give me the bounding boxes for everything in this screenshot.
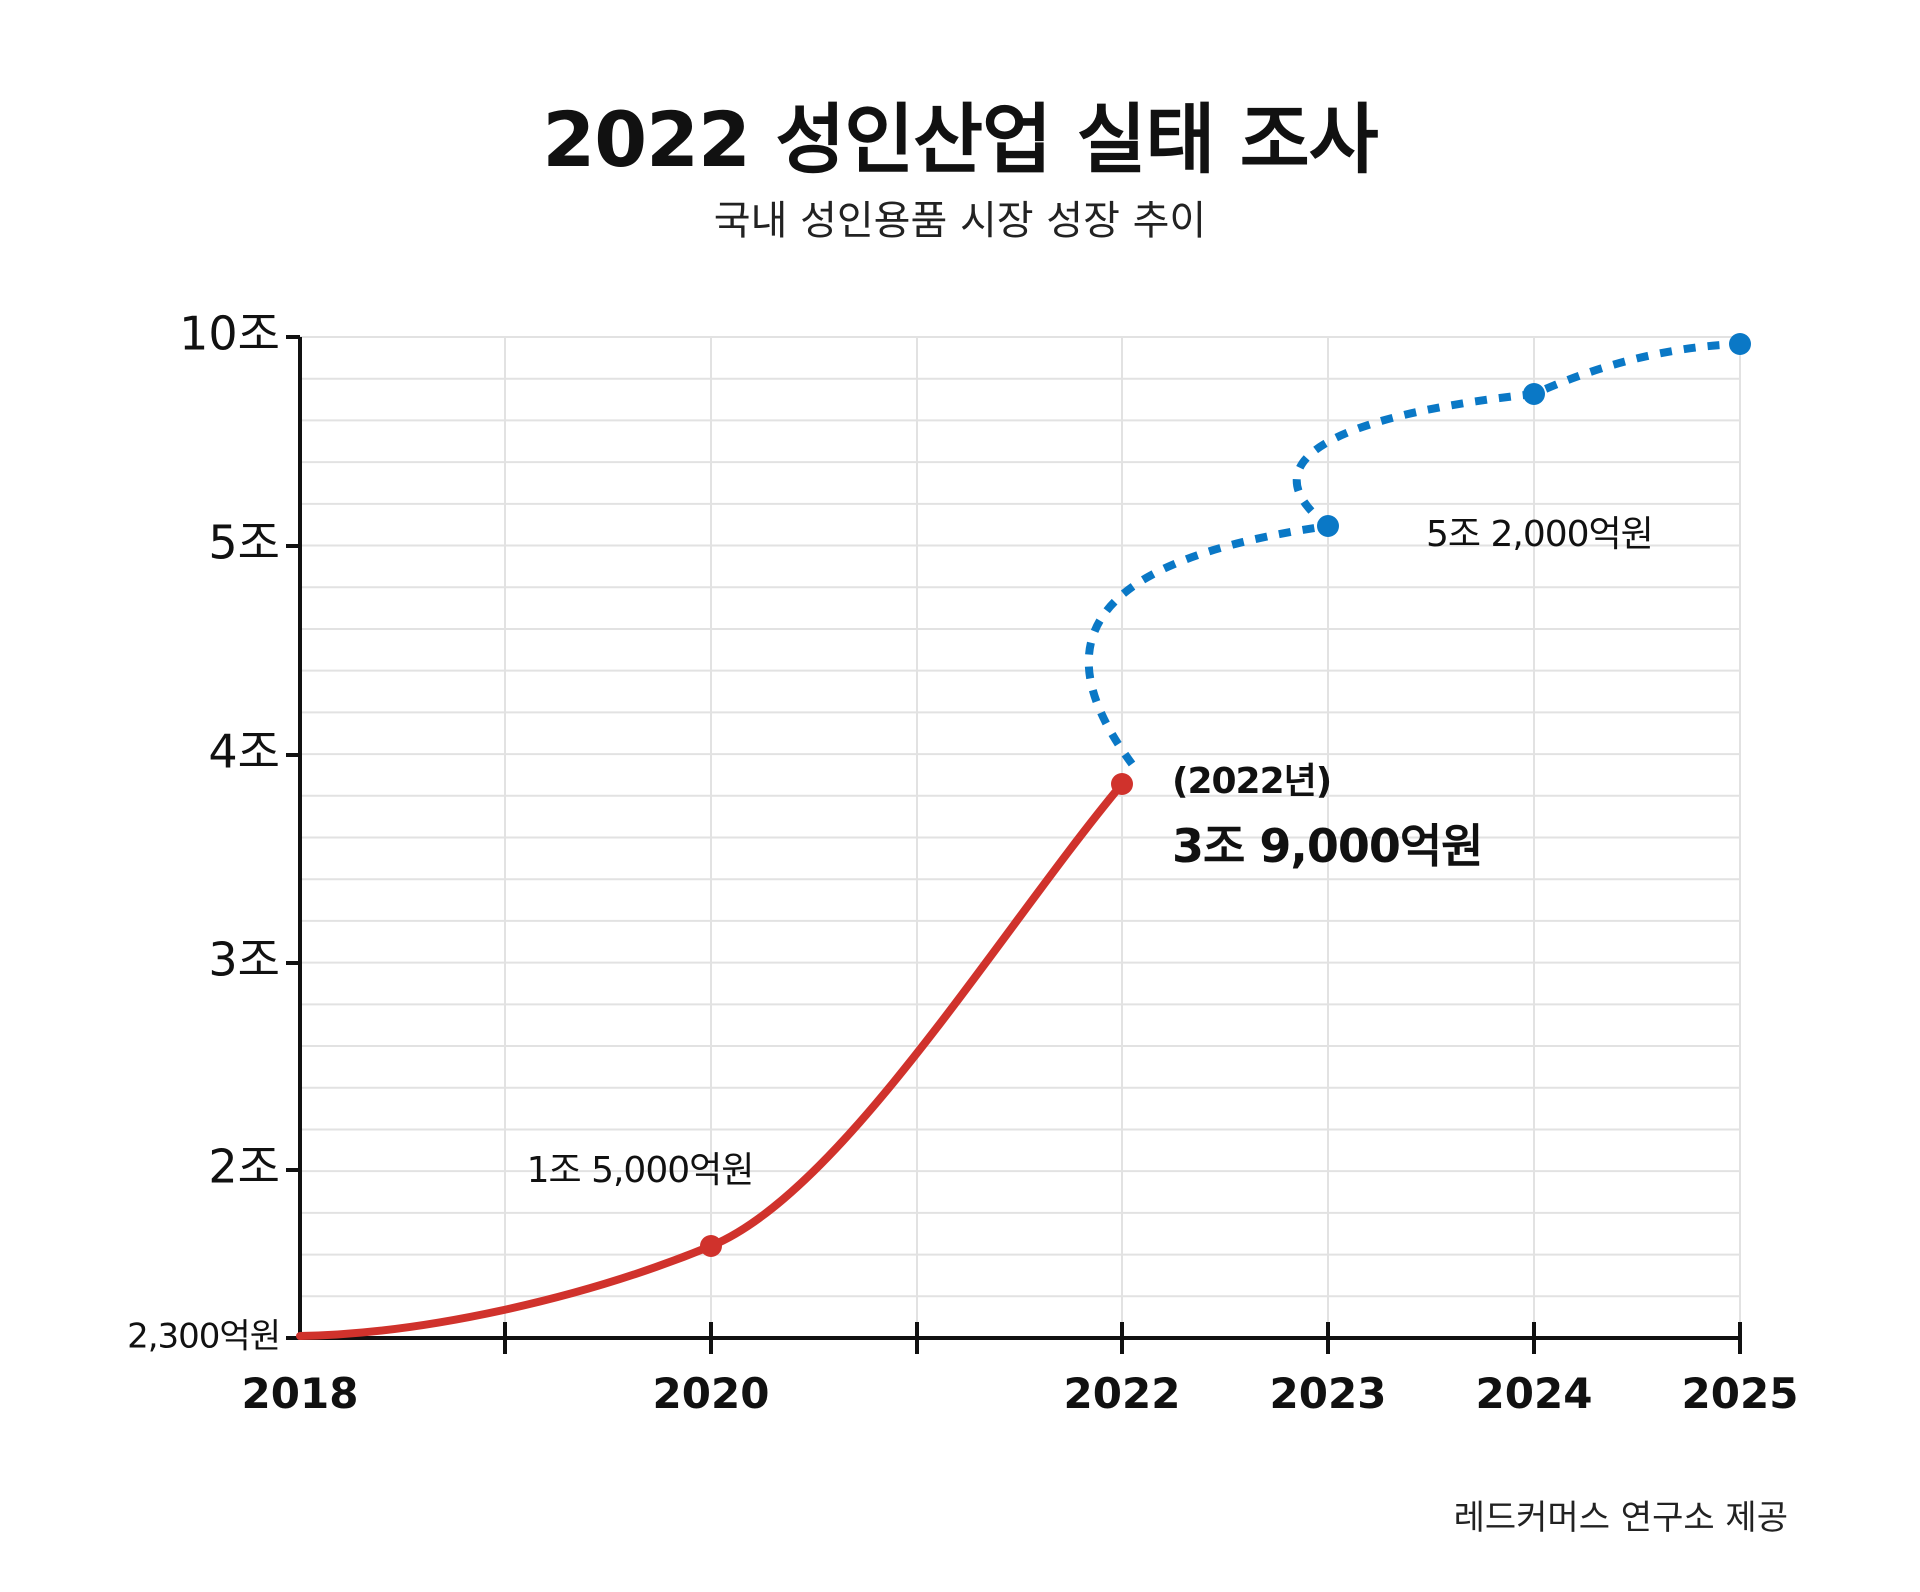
chart-title: 2022 성인산업 실태 조사: [542, 95, 1378, 184]
data-label: (2022년): [1172, 761, 1331, 802]
x-tick-label: 2022: [1064, 1369, 1181, 1418]
series-line-actual: [296, 780, 1126, 1340]
y-tick-label: 10조: [179, 307, 280, 361]
chart-subtitle: 국내 성인용품 시장 성장 추이: [713, 198, 1207, 244]
data-label: 1조 5,000억원: [527, 1150, 754, 1191]
data-point-projected: [1729, 333, 1751, 355]
x-tick-label: 2024: [1476, 1369, 1593, 1418]
y-tick-label: 2,300억원: [127, 1317, 280, 1357]
y-tick-label: 4조: [208, 725, 280, 779]
data-point-actual: [1111, 773, 1133, 795]
x-tick-label: 2023: [1270, 1369, 1387, 1418]
data-point-actual: [700, 1235, 722, 1257]
x-tick-label: 2018: [242, 1369, 359, 1418]
axes: [286, 335, 1742, 1354]
data-point-projected: [1523, 383, 1545, 405]
grid-lines: [300, 336, 1741, 1338]
tick-labels: 2,300억원 2조 3조 4조 5조 10조 2018 2020 2022 2023 2024 20…: [127, 307, 1798, 1419]
data-label: 3조 9,000억원: [1172, 819, 1482, 873]
x-tick-label: 2025: [1682, 1369, 1799, 1418]
x-tick-label: 2020: [653, 1369, 770, 1418]
y-tick-label: 2조: [208, 1140, 280, 1194]
y-tick-label: 5조: [208, 516, 280, 570]
data-annotations: 1조 5,000억원 (2022년) 3조 9,000억원 5조 2,000억원: [527, 514, 1654, 1191]
data-label: 5조 2,000억원: [1426, 514, 1653, 555]
series-line-projected: [1084, 340, 1741, 767]
data-point-projected: [1317, 515, 1339, 537]
data-markers: [700, 333, 1751, 1257]
series-lines: [296, 340, 1741, 1340]
source-credit: 레드커머스 연구소 제공: [1453, 1498, 1788, 1538]
y-tick-label: 3조: [208, 933, 280, 987]
